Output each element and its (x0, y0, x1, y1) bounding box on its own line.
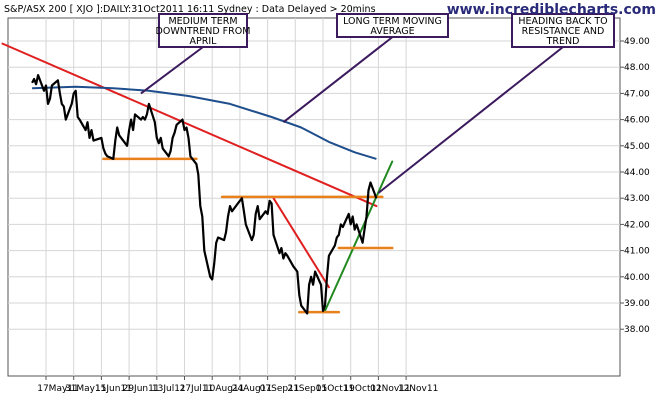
trendline (323, 160, 394, 312)
callout-box (511, 13, 615, 48)
x-tick-label: 31May11 (65, 384, 107, 394)
x-axis: 17May1131May1115Jun1129Jun1113Jul1127Jul… (37, 376, 438, 394)
x-tick-label: 12Nov11 (398, 384, 438, 394)
callout-box (336, 13, 449, 38)
callout-text: LONG TERM MOVING (343, 16, 442, 27)
y-tick-label: 48.00 (624, 63, 650, 73)
callout-text: MEDIUM TERM (168, 16, 237, 27)
x-tick-label: 27Jul11 (180, 384, 214, 394)
y-tick-label: 44.00 (624, 168, 650, 178)
callout-pointer (140, 46, 204, 95)
y-tick-label: 45.00 (624, 142, 650, 152)
trendline (272, 197, 330, 289)
callout-text: RESISTANCE AND (522, 26, 605, 37)
y-tick-label: 43.00 (624, 194, 650, 204)
x-tick-label: 29Jun11 (123, 384, 160, 394)
y-tick-label: 38.00 (624, 325, 650, 335)
moving-average-line (32, 85, 377, 160)
callout-text: HEADING BACK TO (518, 16, 607, 27)
x-tick-label: 13Jul11 (152, 384, 186, 394)
y-tick-label: 41.00 (624, 247, 650, 257)
callout-text: DOWNTREND FROM (156, 26, 251, 37)
y-tick-label: 40.00 (624, 273, 650, 283)
callout-box (158, 13, 248, 48)
x-tick-label: 10Aug11 (204, 384, 244, 394)
callout-pointer (282, 36, 394, 124)
y-tick-label: 39.00 (624, 299, 650, 309)
trendline (1, 42, 378, 208)
x-tick-label: 19Oct11 (343, 384, 381, 394)
y-tick-label: 42.00 (624, 220, 650, 230)
x-tick-label: 15Jun11 (95, 384, 132, 394)
x-tick-label: 02Nov11 (370, 384, 410, 394)
y-tick-label: 46.00 (624, 116, 650, 126)
x-tick-label: 17May11 (37, 384, 79, 394)
y-tick-label: 49.00 (624, 37, 650, 47)
x-tick-label: 21Sep11 (287, 384, 327, 394)
x-tick-label: 05Oct11 (316, 384, 354, 394)
y-axis: 38.00 39.00 40.00 41.00 42.00 43.00 44.00 45.00… (620, 37, 650, 335)
price-line (31, 73, 378, 315)
chart-title: S&P/ASX 200 [ XJO ]:DAILY:31Oct2011 16:1… (4, 4, 376, 15)
callout-pointer (377, 46, 564, 194)
x-tick-label: 24Aug11 (232, 384, 272, 394)
callout-text: AVERAGE (370, 26, 414, 37)
callout-text: TREND (546, 36, 580, 47)
brand-watermark: www.incrediblecharts.com (447, 2, 656, 18)
series-lines (31, 73, 378, 315)
callout-text: APRIL (190, 36, 218, 47)
y-tick-label: 47.00 (624, 89, 650, 99)
trendlines (1, 42, 394, 314)
x-tick-label: 07Sep11 (260, 384, 300, 394)
